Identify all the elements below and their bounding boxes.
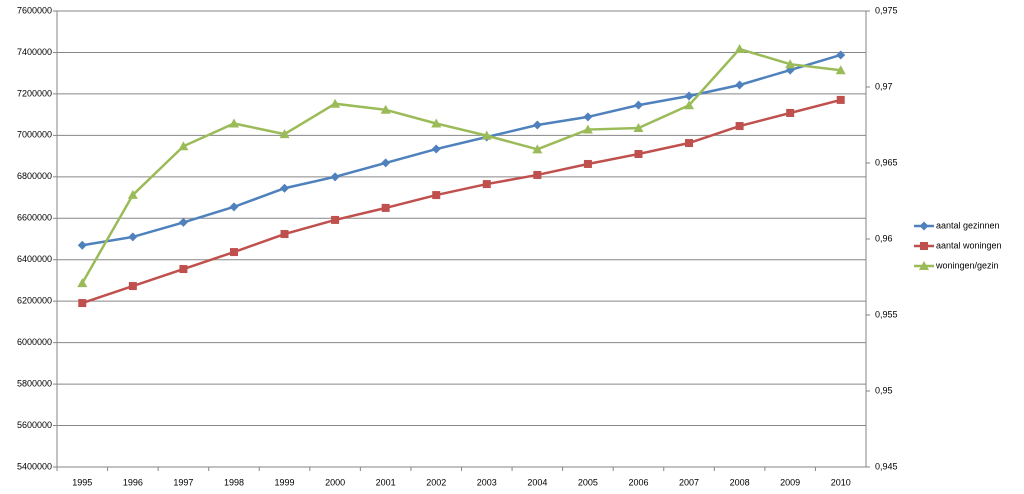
marker	[735, 80, 745, 90]
marker	[735, 122, 744, 131]
marker	[77, 278, 88, 288]
y2-tick-label: 0,955	[875, 309, 898, 319]
legend-label: aantal gezinnen	[936, 220, 1000, 230]
marker	[280, 183, 290, 193]
y2-tick-label: 0,96	[875, 233, 893, 243]
legend-marker	[919, 261, 929, 270]
x-tick-label: 2009	[780, 477, 800, 487]
marker	[228, 118, 239, 128]
marker	[432, 191, 441, 200]
marker	[583, 159, 592, 168]
series-line	[81, 98, 842, 305]
x-tick-label: 2003	[477, 477, 497, 487]
marker	[279, 129, 290, 139]
y-tick-label: 6200000	[17, 296, 52, 306]
x-tick-label: 2008	[730, 477, 750, 487]
x-tick-label: 2007	[679, 477, 699, 487]
marker	[381, 158, 391, 168]
x-tick-label: 1998	[224, 477, 244, 487]
y-tick-label: 5800000	[17, 378, 52, 388]
marker	[634, 150, 643, 159]
marker	[482, 180, 491, 189]
y-tick-label: 5400000	[17, 461, 52, 471]
marker	[481, 130, 492, 140]
marker	[786, 108, 795, 117]
marker	[836, 50, 846, 60]
y-tick-label: 7400000	[17, 47, 52, 57]
marker	[835, 65, 846, 75]
marker	[77, 240, 87, 250]
x-tick-label: 2004	[527, 477, 547, 487]
marker	[78, 299, 87, 308]
marker	[330, 172, 340, 182]
legend-marker	[920, 242, 928, 250]
x-tick-label: 2000	[325, 477, 345, 487]
x-tick-label: 2002	[426, 477, 446, 487]
marker	[633, 100, 643, 110]
marker	[582, 124, 593, 134]
x-tick-label: 1995	[72, 477, 92, 487]
marker	[785, 59, 796, 69]
marker	[128, 232, 138, 242]
x-tick-label: 2006	[628, 477, 648, 487]
marker	[685, 139, 694, 148]
y2-tick-label: 0,95	[875, 385, 893, 395]
y-tick-label: 7600000	[17, 5, 52, 15]
x-tick-label: 2005	[578, 477, 598, 487]
marker	[179, 265, 188, 274]
marker	[431, 118, 442, 128]
x-tick-label: 1996	[123, 477, 143, 487]
y-tick-label: 5600000	[17, 420, 52, 430]
marker	[178, 217, 188, 227]
marker	[178, 141, 189, 151]
series-line	[82, 53, 842, 247]
marker	[229, 202, 239, 212]
marker	[280, 230, 289, 239]
marker	[633, 123, 644, 133]
marker	[380, 104, 391, 114]
y2-tick-label: 0,945	[875, 461, 898, 471]
marker	[532, 120, 542, 130]
x-tick-label: 1997	[173, 477, 193, 487]
y2-tick-label: 0,975	[875, 5, 898, 15]
marker	[533, 170, 542, 179]
y-tick-label: 6800000	[17, 171, 52, 181]
y-tick-label: 7000000	[17, 130, 52, 140]
marker	[229, 248, 238, 257]
marker	[330, 98, 341, 108]
x-tick-label: 2001	[376, 477, 396, 487]
marker	[431, 144, 441, 154]
marker	[381, 203, 390, 212]
y-tick-label: 6400000	[17, 254, 52, 264]
legend-label: woningen/gezin	[935, 260, 999, 270]
y-tick-label: 7200000	[17, 88, 52, 98]
y2-tick-label: 0,965	[875, 157, 898, 167]
marker	[684, 91, 694, 101]
marker	[785, 65, 795, 75]
marker	[583, 112, 593, 122]
marker	[836, 95, 845, 104]
marker	[684, 100, 695, 110]
y2-tick-label: 0,97	[875, 81, 893, 91]
y-tick-label: 6600000	[17, 213, 52, 223]
marker	[128, 282, 137, 291]
legend-label: aantal woningen	[936, 240, 1002, 250]
marker	[127, 189, 138, 199]
marker	[532, 144, 543, 154]
x-tick-label: 2010	[831, 477, 851, 487]
legend-marker	[919, 221, 929, 231]
marker	[331, 215, 340, 224]
y-tick-label: 6000000	[17, 337, 52, 347]
series-line	[81, 47, 841, 284]
x-tick-label: 1999	[275, 477, 295, 487]
marker	[734, 44, 745, 53]
